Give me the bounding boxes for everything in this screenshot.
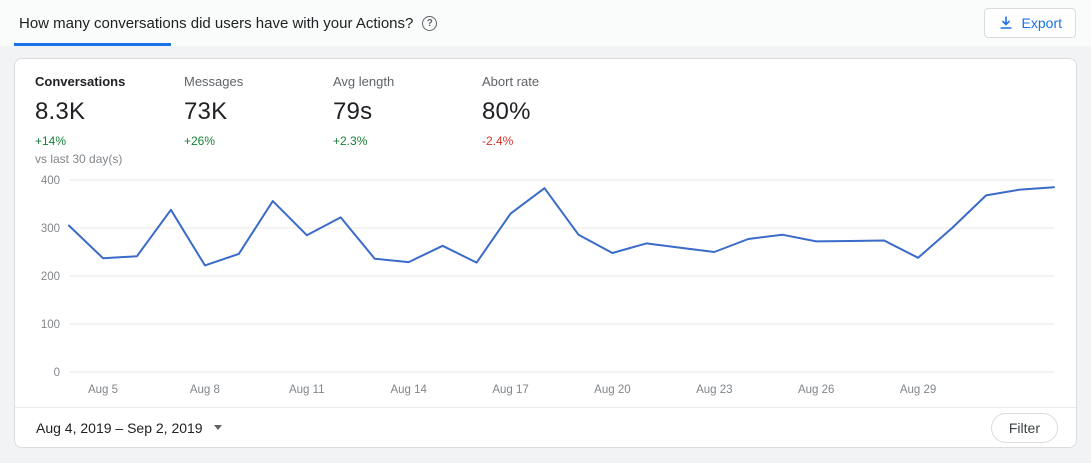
svg-text:Aug 14: Aug 14 <box>390 384 427 396</box>
svg-text:200: 200 <box>41 271 60 283</box>
download-icon <box>999 16 1012 29</box>
line-chart-svg: 0 100 200 300 400 Aug 5 Aug 8 Aug 11 Aug 14 Aug 1… <box>41 175 1055 396</box>
analytics-page: How many conversations did users have wi… <box>0 0 1091 448</box>
svg-text:Aug 20: Aug 20 <box>594 384 630 396</box>
conversations-card: Conversations 8.3K +14% vs last 30 day(s… <box>14 58 1077 448</box>
metric-tabs: Conversations 8.3K +14% vs last 30 day(s… <box>15 59 1076 166</box>
metric-delta: +14% <box>35 134 67 148</box>
comparison-label: vs last 30 day(s) <box>35 152 123 166</box>
metric-value: 79s <box>333 98 373 125</box>
card-footer: Aug 4, 2019 – Sep 2, 2019 Filter <box>15 407 1076 447</box>
metric-label: Abort rate <box>482 74 540 89</box>
metric-delta: -2.4% <box>482 134 514 148</box>
svg-text:400: 400 <box>41 175 60 187</box>
tab-avg-length[interactable]: Avg length 79s +2.3% <box>333 74 482 166</box>
chevron-down-icon <box>213 425 222 430</box>
svg-text:0: 0 <box>54 367 60 379</box>
date-range-label: Aug 4, 2019 – Sep 2, 2019 <box>36 419 203 436</box>
export-button[interactable]: Export <box>983 8 1076 38</box>
active-tab-indicator <box>14 43 171 46</box>
page-title-group: How many conversations did users have wi… <box>15 14 438 32</box>
page-title: How many conversations did users have wi… <box>19 14 414 32</box>
svg-text:Aug 8: Aug 8 <box>190 384 220 396</box>
metric-value: 73K <box>184 98 228 125</box>
svg-text:100: 100 <box>41 319 60 331</box>
metric-label: Avg length <box>333 74 395 89</box>
page-header: How many conversations did users have wi… <box>0 0 1091 46</box>
tab-abort-rate[interactable]: Abort rate 80% -2.4% <box>482 74 631 166</box>
filter-button[interactable]: Filter <box>990 412 1058 443</box>
conversations-chart[interactable]: 0 100 200 300 400 Aug 5 Aug 8 Aug 11 Aug 14 Aug 1… <box>15 166 1076 407</box>
metric-delta: +2.3% <box>333 134 368 148</box>
export-label: Export <box>1021 15 1062 31</box>
svg-text:Aug 26: Aug 26 <box>798 384 834 396</box>
svg-text:Aug 11: Aug 11 <box>289 384 325 396</box>
metric-delta: +26% <box>184 134 216 148</box>
svg-text:Aug 23: Aug 23 <box>696 384 732 396</box>
svg-text:Aug 17: Aug 17 <box>492 384 528 396</box>
metric-value: 8.3K <box>35 98 86 125</box>
metric-label: Messages <box>184 74 244 89</box>
metric-label: Conversations <box>35 74 126 89</box>
svg-text:Aug 5: Aug 5 <box>88 384 118 396</box>
metric-value: 80% <box>482 98 531 125</box>
tab-messages[interactable]: Messages 73K +26% <box>184 74 333 166</box>
tab-conversations[interactable]: Conversations 8.3K +14% vs last 30 day(s… <box>35 74 184 166</box>
help-icon[interactable]: ? <box>422 15 438 31</box>
svg-text:Aug 29: Aug 29 <box>900 384 936 396</box>
svg-text:300: 300 <box>41 223 60 235</box>
date-range-selector[interactable]: Aug 4, 2019 – Sep 2, 2019 <box>36 420 222 436</box>
